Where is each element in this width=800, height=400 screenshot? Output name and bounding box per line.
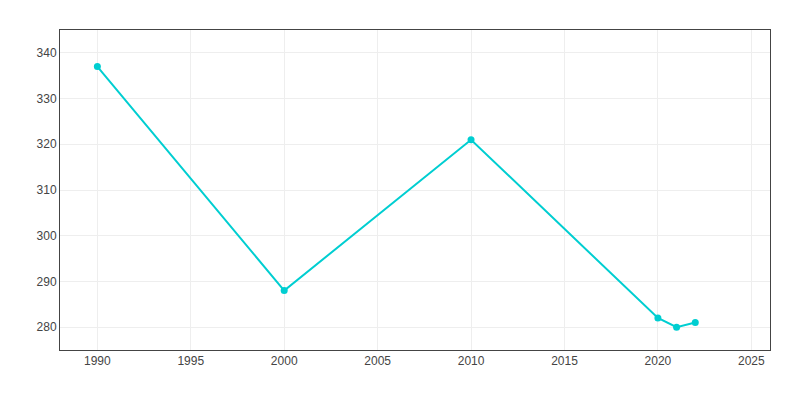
svg-text:330: 330 bbox=[37, 92, 57, 106]
svg-text:310: 310 bbox=[37, 183, 57, 197]
svg-text:300: 300 bbox=[37, 229, 57, 243]
svg-text:320: 320 bbox=[37, 137, 57, 151]
svg-text:2015: 2015 bbox=[551, 354, 578, 368]
svg-text:340: 340 bbox=[37, 46, 57, 60]
svg-text:2005: 2005 bbox=[364, 354, 391, 368]
svg-text:2010: 2010 bbox=[458, 354, 485, 368]
svg-text:290: 290 bbox=[37, 275, 57, 289]
svg-text:1995: 1995 bbox=[177, 354, 204, 368]
svg-text:2000: 2000 bbox=[271, 354, 298, 368]
svg-text:1990: 1990 bbox=[84, 354, 111, 368]
svg-text:2020: 2020 bbox=[645, 354, 672, 368]
svg-text:280: 280 bbox=[37, 320, 57, 334]
svg-text:2025: 2025 bbox=[738, 354, 765, 368]
